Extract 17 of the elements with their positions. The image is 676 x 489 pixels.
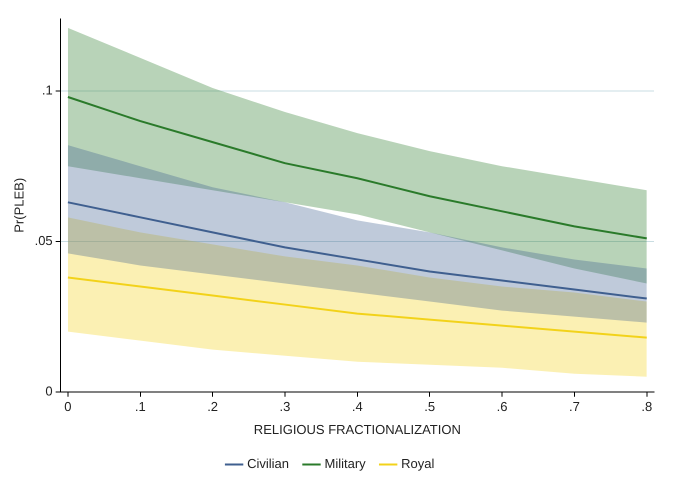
legend-label: Civilian [247, 456, 290, 472]
x-tick-label: .6 [496, 399, 508, 414]
x-tick-label: .8 [641, 399, 652, 414]
y-tick-label: .1 [42, 82, 53, 98]
x-axis-title: RELIGIOUS FRACTIONALIZATION [254, 422, 461, 437]
y-axis-title: Pr(PLEB) [11, 178, 26, 233]
x-tick-label: .3 [280, 399, 290, 414]
x-tick-label: .5 [424, 399, 436, 414]
x-tick-label: .2 [207, 399, 218, 414]
x-tick-label: .1 [134, 399, 146, 414]
legend-label: Royal [401, 456, 435, 472]
x-tick-label: 0 [64, 399, 72, 414]
y-tick-label: 0 [45, 383, 53, 398]
legend-label: Military [324, 456, 366, 472]
x-tick-label: .4 [352, 399, 363, 414]
y-tick-label: .05 [34, 232, 53, 248]
x-tick-label: .7 [568, 399, 580, 414]
